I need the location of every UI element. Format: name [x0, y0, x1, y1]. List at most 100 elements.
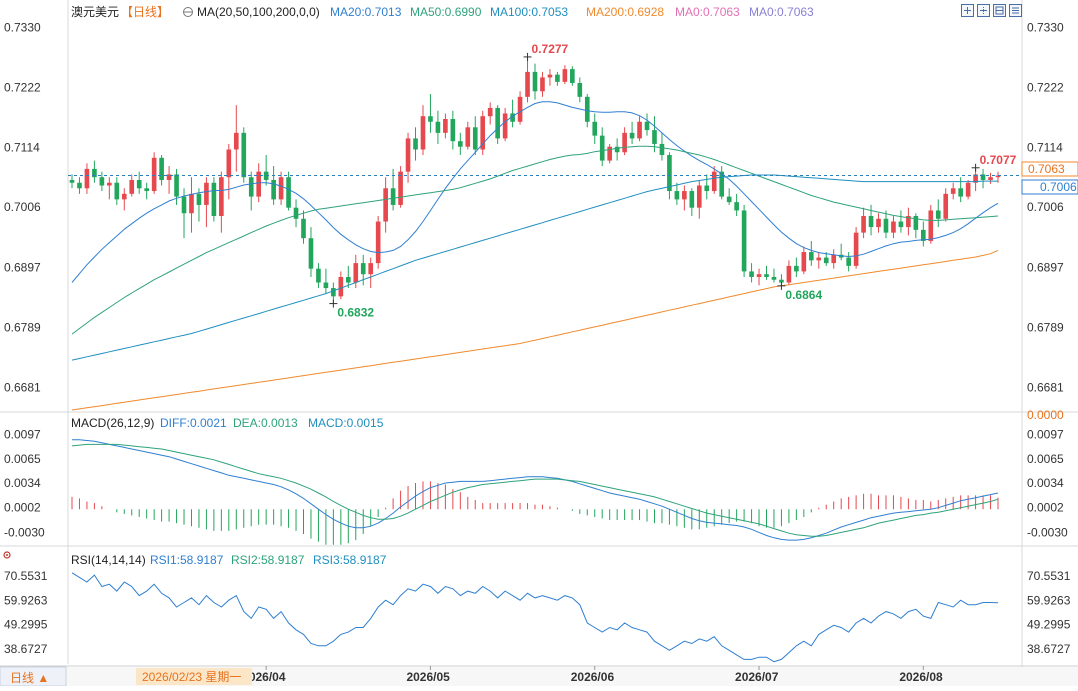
candle-body: [644, 121, 650, 131]
candle-body: [525, 71, 530, 97]
candle-body: [413, 138, 418, 150]
candle-body: [495, 107, 500, 139]
candle-body: [435, 121, 441, 133]
ma-price-value: 0.7006: [1040, 180, 1077, 194]
candle-body: [189, 193, 194, 214]
candle-body: [77, 182, 82, 189]
month-label: 2026/08: [899, 670, 943, 684]
candle-body: [219, 177, 224, 216]
candle-body: [816, 257, 822, 261]
footer-bar: 2026/04 2026/05 2026/06 2026/07 2026/08: [242, 666, 943, 684]
candle-body: [659, 143, 665, 156]
candle-body: [614, 146, 620, 153]
candle-body: [278, 177, 284, 200]
candle-body: [144, 188, 149, 192]
candle-body: [622, 132, 627, 153]
candle-body: [301, 218, 306, 239]
candle-body: [786, 265, 792, 283]
layout-icon[interactable]: [993, 4, 1006, 17]
rsi-tick-left: 49.2995: [4, 618, 48, 632]
ma-line-ma200: [71, 249, 999, 411]
moving-averages: [71, 101, 999, 411]
candle-body: [92, 168, 97, 178]
macd-dea-value: DEA:0.0013: [233, 416, 298, 430]
candle-body: [779, 279, 784, 283]
candle-body: [652, 130, 657, 144]
candle-body: [988, 177, 993, 180]
rsi2-value: RSI2:58.9187: [231, 553, 305, 567]
candle-body: [360, 263, 366, 275]
candle-body: [667, 155, 672, 192]
rsi-tick-right: 70.5531: [1027, 569, 1071, 583]
candle-body: [883, 218, 889, 233]
candle-body: [166, 174, 172, 180]
annotation-low2: 0.6864: [785, 288, 822, 302]
candle-body: [114, 182, 120, 200]
candle-body: [726, 196, 732, 203]
zoom-in-icon[interactable]: [961, 4, 974, 17]
candle-body: [876, 218, 881, 228]
current-price-tag: [1021, 161, 1078, 177]
price-annotations: 0.7277 0.6832 0.6864 0.7077: [329, 42, 1017, 320]
candle-body: [965, 182, 971, 197]
month-label: 2026/07: [735, 670, 779, 684]
rsi-panel: 70.5531 70.5531 59.9263 59.9263 49.2995 49.29…: [4, 569, 1071, 663]
candle-body: [181, 196, 187, 214]
candle-body: [607, 146, 612, 161]
candle-body: [69, 179, 75, 183]
rsi-settings-icon[interactable]: [3, 551, 11, 559]
candle-body: [465, 127, 471, 147]
volume-zero-label: 0.0000: [1027, 408, 1064, 422]
macd-histogram-value: MACD:0.0015: [308, 416, 384, 430]
candle-body: [950, 188, 956, 194]
price-tick-right: 0.6897: [1027, 261, 1064, 275]
candle-body: [555, 74, 560, 82]
candle-body: [383, 188, 388, 222]
ma-legend-item: MA200:0.6928: [586, 5, 664, 19]
candle-body: [308, 238, 314, 269]
cursor-date: 2026/02/23 星期一: [142, 670, 241, 684]
rsi-tick-right: 38.6727: [1027, 642, 1071, 656]
macd-tick-right: 0.0002: [1027, 501, 1064, 515]
macd-tick-left: 0.0065: [4, 452, 41, 466]
candle-body: [921, 229, 926, 241]
candle-body: [764, 274, 769, 277]
candle-body: [719, 171, 725, 197]
macd-tick-left: 0.0034: [4, 476, 41, 490]
candle-body: [226, 149, 232, 178]
macd-line-diff: [72, 439, 999, 541]
candle-body: [794, 265, 799, 272]
candle-body: [674, 191, 680, 200]
candle-body: [682, 191, 687, 200]
candle-body: [271, 179, 276, 200]
macd-tick-right: 0.0065: [1027, 452, 1064, 466]
candle-body: [338, 276, 344, 297]
candle-body: [532, 71, 538, 92]
candle-body: [256, 171, 262, 197]
visibility-toggle-icon[interactable]: [183, 7, 193, 17]
macd-panel: 0.0097 0.0097 0.0065 0.0065 0.0034 0.0034 0.00…: [4, 427, 1068, 545]
candle-body: [450, 119, 456, 142]
rsi3-value: RSI3:58.9187: [313, 553, 387, 567]
price-tick-left: 0.7222: [4, 80, 41, 94]
candle-body: [906, 216, 911, 228]
rsi-tick-left: 38.6727: [4, 642, 48, 656]
candle-body: [241, 132, 247, 178]
candle-body: [577, 82, 583, 97]
candle-body: [84, 168, 90, 189]
candle-body: [323, 282, 329, 289]
candle-body: [368, 263, 374, 275]
settings-icon[interactable]: [1009, 4, 1022, 17]
rsi-tick-left: 59.9263: [4, 593, 48, 607]
candle-body: [443, 119, 448, 133]
zoom-out-icon[interactable]: [977, 4, 990, 17]
period-tag[interactable]: 【日线】: [121, 5, 169, 19]
macd-tick-left: 0.0002: [4, 501, 41, 515]
macd-tick-left: 0.0097: [4, 427, 41, 441]
macd-tick-left: -0.0030: [4, 525, 45, 539]
candle-body: [248, 177, 254, 197]
candle-body: [428, 116, 433, 122]
candle-body: [756, 274, 762, 277]
macd-line-dea: [71, 443, 999, 537]
